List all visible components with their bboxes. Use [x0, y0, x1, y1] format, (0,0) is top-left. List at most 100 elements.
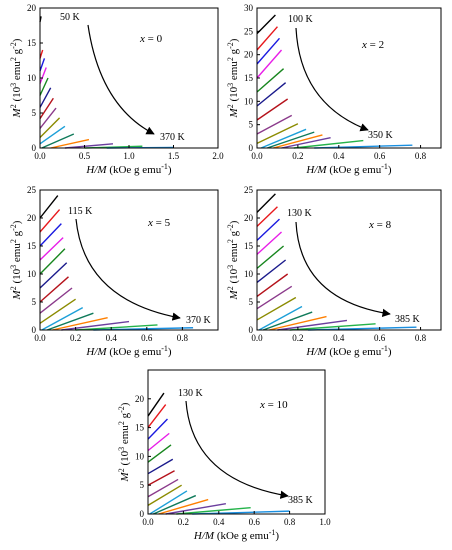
y-axis-label-part: -2 [117, 406, 126, 413]
temperature-end-label: 370 K [186, 315, 212, 326]
y-axis-label-part: 3 [9, 83, 18, 87]
panel-label-var: x [361, 39, 370, 51]
series-line [256, 245, 285, 269]
series-line [256, 206, 278, 227]
y-axis-label: M2 (103 emu2 g-2) [9, 220, 23, 300]
series-line [147, 484, 182, 506]
series-line [147, 458, 174, 475]
plot-frame [39, 189, 219, 331]
x-tick-label: 0.2 [292, 333, 303, 343]
series-line [39, 107, 57, 129]
y-axis-label-part: emu [228, 61, 240, 83]
x-tick-label: 0.8 [415, 333, 427, 343]
y-axis-label-part: g [11, 230, 23, 239]
y-axis-label-part: (10 [119, 450, 131, 468]
y-tick-label: 15 [244, 73, 254, 83]
x-tick-label: 0.2 [70, 333, 81, 343]
series-line [39, 298, 76, 324]
x-axis-label: H/M (kOe g emu-1) [305, 344, 392, 358]
y-axis-label-part: g [228, 230, 240, 239]
y-axis-label: M2 (103 emu2 g-2) [9, 38, 23, 118]
temperature-arrow [295, 27, 369, 132]
y-axis-label-part: g [11, 48, 23, 57]
y-axis-label-part: M [228, 107, 240, 118]
y-axis-label-part: g [228, 48, 240, 57]
y-axis-label-part: (10 [11, 268, 23, 286]
y-tick-label: 0 [32, 143, 37, 153]
y-tick-label: 0 [140, 509, 145, 519]
series-line [262, 311, 313, 331]
series-line [39, 97, 54, 119]
series-line [147, 444, 172, 463]
panel-label-var: x [259, 399, 268, 411]
series-line [39, 195, 59, 219]
series-line [256, 218, 280, 241]
series-line [147, 470, 175, 486]
y-tick-label: 15 [135, 423, 145, 433]
y-tick-label: 20 [244, 50, 254, 60]
y-axis-label-part: 2 [9, 104, 18, 108]
y-axis-label-part: emu [11, 243, 23, 265]
series-line [39, 77, 49, 96]
x-axis-label-close: ) [168, 346, 172, 358]
panel-label-value: = 2 [370, 39, 384, 51]
panel-label-value: = 10 [268, 399, 288, 411]
x-axis-label-exp: -1 [381, 162, 388, 171]
y-tick-label: 20 [27, 3, 37, 13]
series-line [256, 193, 276, 213]
x-axis-label-symbol: H/M [305, 346, 327, 358]
series-line [256, 68, 285, 93]
temperature-start-label: 115 K [68, 206, 93, 217]
series-line [256, 123, 299, 144]
series-line [75, 324, 158, 331]
x-tick-label: 0.6 [249, 517, 261, 527]
y-axis-label-part: ) [11, 38, 23, 42]
series-line [39, 58, 46, 72]
y-tick-label: 5 [32, 297, 37, 307]
panel-label: x = 10 [259, 399, 288, 411]
y-axis-label-part: (10 [228, 268, 240, 286]
y-axis-label-part: 2 [117, 421, 126, 425]
x-tick-label: 0.6 [374, 151, 386, 161]
series-line [39, 276, 69, 303]
y-axis-label-part: M [119, 471, 131, 482]
y-tick-label: 20 [135, 394, 145, 404]
x-tick-label: 1.0 [123, 151, 135, 161]
x-tick-label: 0.4 [213, 517, 225, 527]
series-line [39, 87, 52, 108]
y-axis-label-part: 3 [226, 83, 235, 87]
x-axis-label-close: ) [168, 164, 172, 176]
y-axis-label-part: 2 [117, 468, 126, 472]
panel-label: x = 5 [147, 217, 171, 229]
y-axis-label-part: (10 [11, 86, 23, 104]
y-tick-label: 15 [244, 241, 254, 251]
temperature-arrow [295, 221, 391, 317]
x-axis-label-symbol: H/M [305, 164, 327, 176]
x-axis-label: H/M (kOe g emu-1) [85, 344, 172, 358]
y-tick-label: 0 [32, 325, 37, 335]
x-tick-label: 0.4 [333, 333, 345, 343]
x-axis-label-exp: -1 [381, 344, 388, 353]
y-axis-label-part: 2 [9, 239, 18, 243]
x-tick-label: 0.6 [141, 333, 153, 343]
y-axis-label: M2 (103 emu2 g-2) [226, 38, 240, 118]
x-axis-label-close: ) [388, 346, 392, 358]
x-tick-label: 2.0 [212, 151, 224, 161]
y-axis-label-part: (10 [228, 86, 240, 104]
y-tick-label: 15 [27, 241, 37, 251]
panel-label-value: = 8 [377, 219, 392, 231]
series-line [39, 237, 64, 261]
series-line [293, 139, 364, 149]
y-tick-label: 10 [244, 96, 254, 106]
series-line [277, 319, 348, 331]
x-tick-label: 0.0 [142, 517, 154, 527]
y-tick-label: 5 [32, 108, 37, 118]
temperature-end-label: 350 K [368, 130, 394, 141]
y-axis-label-part: ) [228, 38, 240, 42]
series-line [269, 315, 327, 331]
x-tick-label: 0.8 [284, 517, 296, 527]
plot-frame [147, 369, 326, 515]
y-axis-label-part: -2 [9, 224, 18, 231]
y-axis-label-part: M [11, 107, 23, 118]
